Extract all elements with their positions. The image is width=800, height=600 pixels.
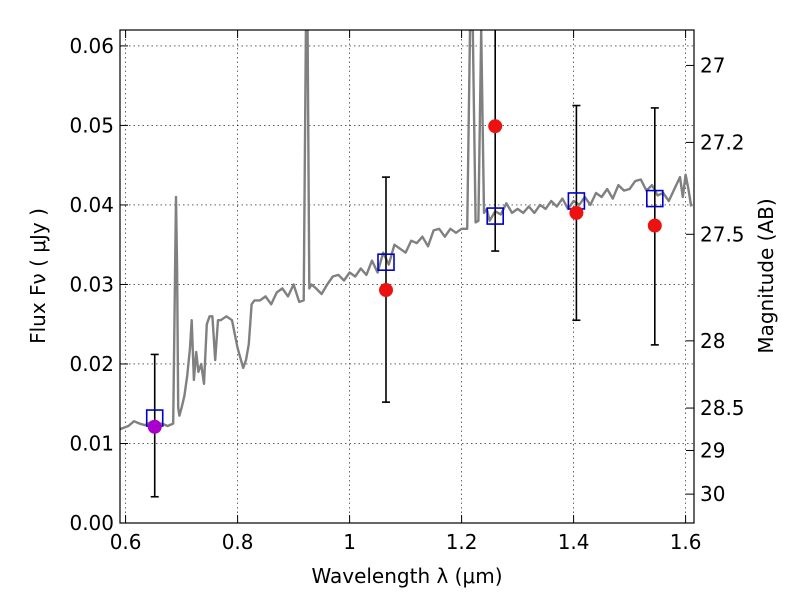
model-flux-square xyxy=(486,207,505,225)
x-tick-label: 1.4 xyxy=(558,530,590,554)
x-tick-label: 1.6 xyxy=(670,530,702,554)
x-tick-label: 0.6 xyxy=(110,530,142,554)
observed-flux-point xyxy=(569,205,584,220)
y-tick-label: 0.06 xyxy=(69,34,114,58)
observed-flux-point xyxy=(147,419,162,434)
y-tick-label: 0.01 xyxy=(69,431,114,455)
axes: 0.6 0.8 1 1.2 1.4 1.6 0.00 0.01 0.02 0.03 0.04 0.05… xyxy=(69,30,745,554)
model-flux-square xyxy=(377,253,395,271)
x-tick-label: 1 xyxy=(343,530,356,554)
x-tick-label: 1.2 xyxy=(446,530,478,554)
grid xyxy=(120,30,694,524)
model-flux-square xyxy=(645,189,664,208)
y-tick-label: 0.00 xyxy=(69,511,114,535)
mag-tick-label: 28.5 xyxy=(700,396,745,420)
mag-tick-label: 27 xyxy=(700,53,725,77)
mag-tick-label: 30 xyxy=(700,482,725,506)
observed-flux-point xyxy=(379,283,393,298)
right-axis-label: Magnitude (AB) xyxy=(754,198,778,353)
y-tick-label: 0.05 xyxy=(69,113,114,137)
plot-area xyxy=(120,30,693,498)
x-tick-label: 0.8 xyxy=(222,530,254,554)
mag-tick-label: 27.5 xyxy=(700,222,745,246)
y-axis-label: Flux Fν ( μJy ) xyxy=(26,208,50,344)
mag-tick-label: 27.2 xyxy=(700,130,745,154)
y-tick-label: 0.02 xyxy=(69,352,114,376)
observed-flux-point xyxy=(647,218,662,233)
plot-frame xyxy=(119,29,695,524)
observed-flux-point xyxy=(488,119,503,134)
x-axis-label: Wavelength λ (μm) xyxy=(311,564,502,588)
spectrum-line xyxy=(120,30,693,431)
mag-tick-label: 28 xyxy=(700,329,725,353)
y-tick-label: 0.04 xyxy=(69,193,114,217)
mag-tick-label: 29 xyxy=(700,438,725,462)
y-tick-label: 0.03 xyxy=(69,272,114,296)
